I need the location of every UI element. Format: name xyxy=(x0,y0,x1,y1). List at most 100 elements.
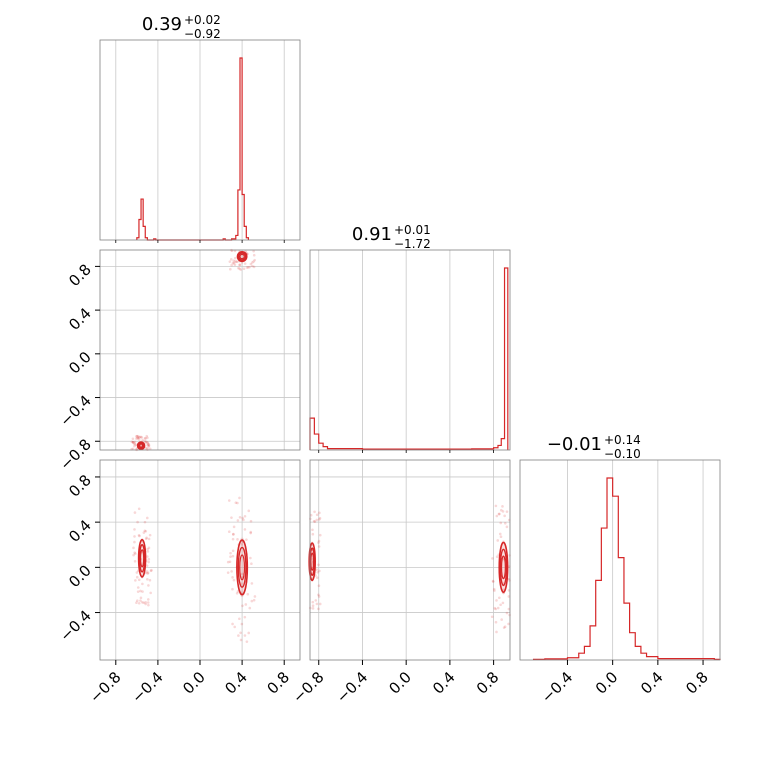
contour-line xyxy=(239,554,246,581)
scatter-point xyxy=(230,263,233,267)
scatter-point xyxy=(140,436,144,439)
scatter-point xyxy=(229,555,232,559)
scatter-point xyxy=(148,533,152,537)
scatter-point xyxy=(315,513,319,517)
tick-label-y: −0.8 xyxy=(56,435,94,473)
scatter-point xyxy=(250,599,254,603)
scatter-point xyxy=(143,520,147,524)
scatter-point xyxy=(243,514,247,518)
scatter-point xyxy=(309,513,313,517)
scatter-point xyxy=(136,520,139,524)
scatter-point xyxy=(249,530,253,534)
scatter-point xyxy=(147,445,151,448)
histogram-bin-path xyxy=(309,267,509,450)
scatter-point xyxy=(231,622,234,626)
scatter-point xyxy=(311,600,315,604)
scatter-point xyxy=(146,598,150,601)
scatter-point xyxy=(250,562,253,566)
scatter-point xyxy=(137,533,141,537)
contour-line xyxy=(500,555,506,580)
scatter-point xyxy=(144,447,148,450)
scatter-point xyxy=(147,444,151,447)
scatter-point xyxy=(144,600,147,604)
panel-title-minus: −1.72 xyxy=(394,237,431,251)
scatter-point xyxy=(507,607,511,611)
scatter-point xyxy=(311,532,315,536)
tick-label-x: 0.0 xyxy=(385,668,415,698)
scatter-point xyxy=(312,519,316,523)
tick-label-y: 0.8 xyxy=(65,260,95,290)
scatter-point xyxy=(251,264,254,268)
scatter-point xyxy=(146,436,149,440)
scatter-point xyxy=(315,602,319,606)
scatter-point xyxy=(133,440,137,444)
scatter-point xyxy=(131,447,135,451)
tick-label-x: 0.4 xyxy=(429,668,459,698)
tick-label-x: 0.0 xyxy=(179,668,209,698)
scatter-point xyxy=(238,515,242,519)
scatter-point xyxy=(253,595,257,598)
scatter-point xyxy=(240,622,244,626)
scatter-point xyxy=(146,555,149,558)
scatter-point xyxy=(144,529,148,533)
scatter-point xyxy=(141,590,144,593)
scatter-point xyxy=(311,528,314,532)
scatter-point xyxy=(139,589,142,593)
scatter-point xyxy=(137,438,141,441)
scatter-point xyxy=(503,514,506,518)
tick-label-y: −0.4 xyxy=(56,607,94,645)
scatter-point xyxy=(239,638,243,642)
scatter-point xyxy=(505,525,509,529)
panel-title-minus: −0.10 xyxy=(604,447,641,461)
scatter-point xyxy=(232,525,236,529)
scatter-point xyxy=(226,560,230,564)
scatter-point xyxy=(229,258,233,261)
scatter-point xyxy=(247,509,251,513)
scatter-point xyxy=(252,260,255,263)
scatter-point xyxy=(134,443,138,447)
scatter-point xyxy=(145,570,149,573)
panel-title-plus: +0.14 xyxy=(604,433,641,447)
scatter-point xyxy=(490,615,494,619)
scatter-point xyxy=(239,268,242,271)
panel-title-value: −0.01 xyxy=(547,434,602,455)
scatter-point xyxy=(146,442,150,446)
scatter-point xyxy=(230,516,233,519)
scatter-point xyxy=(236,501,239,505)
scatter-point xyxy=(246,266,250,269)
scatter-point xyxy=(498,596,501,600)
contour-line xyxy=(139,549,145,568)
scatter-point xyxy=(148,578,152,582)
histogram-bin-path xyxy=(532,477,721,660)
scatter-point xyxy=(137,507,141,511)
tick-label-y: −0.4 xyxy=(56,392,94,430)
scatter-point xyxy=(252,265,256,269)
scatter-point xyxy=(143,529,147,533)
scatter-point xyxy=(144,437,147,440)
contour-line xyxy=(310,552,315,571)
scatter-point xyxy=(131,437,135,441)
scatter-point xyxy=(491,557,494,560)
scatter-point xyxy=(243,262,247,265)
scatter-point xyxy=(146,441,150,445)
scatter-point xyxy=(491,579,495,583)
scatter-point xyxy=(228,260,232,263)
scatter-point xyxy=(139,599,142,602)
scatter-point xyxy=(147,560,150,564)
tick-label-y: 0.4 xyxy=(65,304,95,334)
scatter-point xyxy=(236,519,240,522)
scatter-point xyxy=(496,606,500,610)
scatter-point xyxy=(315,518,319,522)
scatter-point xyxy=(139,435,143,439)
scatter-point xyxy=(231,576,234,579)
scatter-point xyxy=(500,618,503,621)
scatter-point xyxy=(144,441,147,444)
scatter-point xyxy=(147,584,150,587)
scatter-point xyxy=(135,571,139,574)
scatter-point xyxy=(499,508,503,512)
scatter-point xyxy=(238,617,241,621)
panel-frame xyxy=(309,249,511,451)
tick-label-x: 0.8 xyxy=(682,668,712,698)
scatter-point xyxy=(233,625,236,629)
